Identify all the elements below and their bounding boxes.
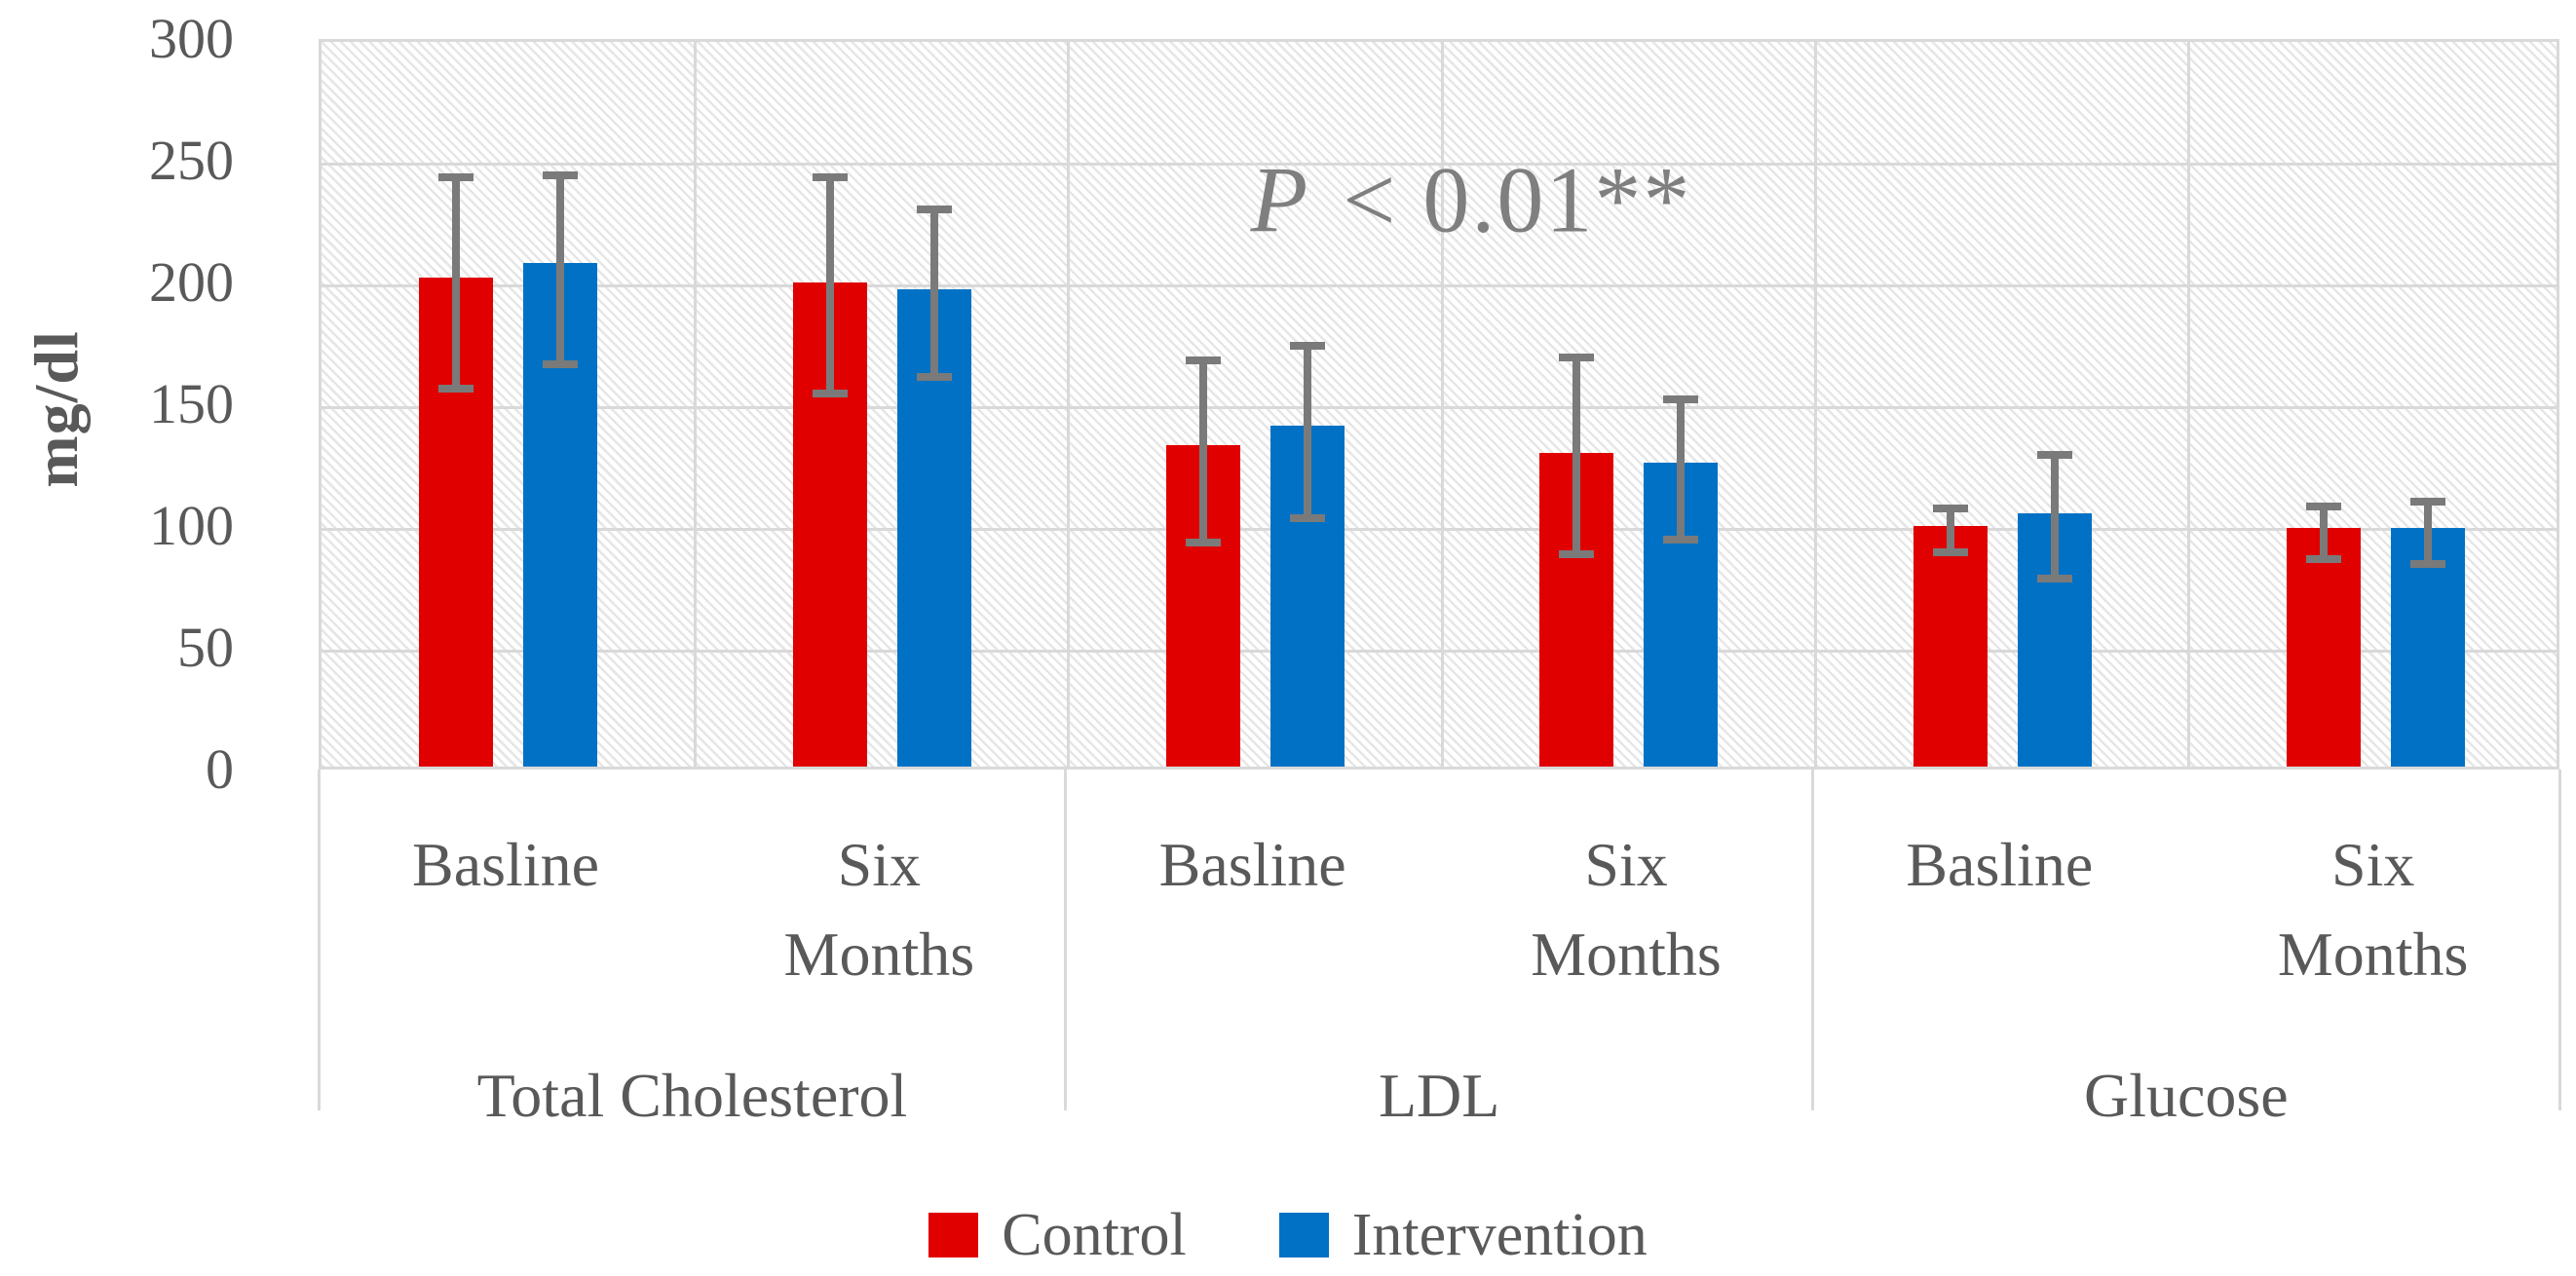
bar-control [1913, 525, 1988, 767]
error-bar-line [452, 173, 461, 393]
error-bar-line [1946, 505, 1954, 556]
vertical-gridline [1813, 42, 1817, 767]
error-bar-line [2319, 502, 2328, 563]
legend-swatch-control [928, 1213, 979, 1257]
y-tick-label: 50 [177, 616, 234, 679]
error-bar-cap-top [812, 173, 848, 181]
x-category-label: Six Months [1531, 830, 1722, 989]
error-bar-cap-top [1663, 394, 1699, 403]
x-category-label: Basline [412, 830, 599, 899]
legend-item-control: Control [928, 1202, 1187, 1268]
error-bar-line [1572, 354, 1581, 558]
x-category-label: Six Months [2277, 830, 2469, 989]
x-group-separator [1064, 769, 1068, 1110]
error-bar-cap-bottom [916, 372, 952, 381]
error-bar [1932, 505, 1968, 556]
legend-label: Intervention [1351, 1202, 1648, 1268]
x-category-label: Six Months [783, 830, 975, 989]
y-tick-label: 150 [149, 372, 234, 435]
error-bar [2409, 497, 2445, 568]
error-bar-cap-bottom [543, 360, 579, 368]
error-bar [1663, 394, 1699, 544]
horizontal-gridline [322, 649, 2557, 653]
bar-control [2286, 528, 2361, 767]
error-bar-line [2050, 451, 2059, 582]
horizontal-gridline [322, 283, 2557, 287]
x-group-label: Glucose [2083, 1061, 2289, 1130]
y-tick-label: 250 [149, 129, 234, 192]
horizontal-gridline [322, 162, 2557, 166]
plot-area [319, 39, 2559, 769]
x-group-separator [2557, 769, 2561, 1110]
x-group-separator [1810, 769, 1814, 1110]
error-bar-cap-top [916, 205, 952, 213]
error-bar-cap-bottom [438, 385, 474, 393]
x-category-label: Basline [1158, 830, 1346, 899]
error-bar-cap-bottom [1663, 536, 1699, 544]
error-bar [438, 173, 474, 393]
error-bar-line [556, 170, 565, 368]
horizontal-gridline [322, 527, 2557, 531]
error-bar-cap-bottom [812, 390, 848, 397]
error-bar-cap-top [2036, 451, 2072, 459]
error-bar-cap-bottom [1559, 550, 1595, 558]
legend: Control Intervention [0, 1204, 2576, 1266]
error-bar-cap-top [1185, 356, 1221, 364]
error-bar-cap-top [2409, 497, 2445, 506]
x-category-label: Basline [1906, 830, 2094, 899]
y-tick-label: 300 [149, 7, 234, 70]
error-bar-cap-top [543, 170, 579, 179]
p-value-annotation: P < 0.01** [1251, 146, 1692, 254]
x-group-separator [317, 769, 321, 1110]
error-bar-cap-top [2305, 502, 2341, 510]
error-bar-cap-top [1289, 341, 1325, 350]
error-bar [1185, 356, 1221, 546]
error-bar-line [1303, 341, 1311, 522]
error-bar-cap-bottom [2409, 560, 2445, 568]
error-bar-line [929, 205, 938, 381]
y-tick-label: 0 [206, 737, 234, 801]
error-bar-line [2423, 497, 2432, 568]
error-bar-cap-bottom [1289, 513, 1325, 522]
y-tick-label: 100 [149, 494, 234, 557]
error-bar-cap-bottom [2036, 575, 2072, 582]
error-bar-line [1198, 356, 1207, 546]
error-bar-cap-bottom [1185, 538, 1221, 546]
p-value-text: < 0.01** [1317, 147, 1692, 252]
y-tick-label: 200 [149, 250, 234, 314]
vertical-gridline [693, 42, 697, 767]
error-bar-line [1677, 394, 1686, 544]
error-bar-cap-bottom [2305, 555, 2341, 563]
x-group-label: Total Cholesterol [476, 1061, 908, 1130]
error-bar [2036, 451, 2072, 582]
error-bar-cap-top [438, 173, 474, 181]
error-bar-cap-top [1559, 354, 1595, 361]
error-bar [1559, 354, 1595, 558]
error-bar-cap-top [1932, 505, 1968, 512]
x-group-label: LDL [1378, 1061, 1500, 1130]
p-value-symbol: P [1250, 147, 1310, 252]
legend-swatch-intervention [1278, 1213, 1329, 1257]
error-bar [2305, 502, 2341, 563]
error-bar [1289, 341, 1325, 522]
vertical-gridline [1067, 42, 1071, 767]
error-bar [543, 170, 579, 368]
error-bar [812, 173, 848, 397]
horizontal-gridline [322, 405, 2557, 409]
error-bar-line [825, 173, 834, 397]
vertical-gridline [2187, 42, 2191, 767]
legend-item-intervention: Intervention [1278, 1202, 1648, 1268]
error-bar [916, 205, 952, 381]
legend-label: Control [1002, 1202, 1187, 1268]
vertical-gridline [1440, 42, 1444, 767]
error-bar-cap-bottom [1932, 547, 1968, 556]
